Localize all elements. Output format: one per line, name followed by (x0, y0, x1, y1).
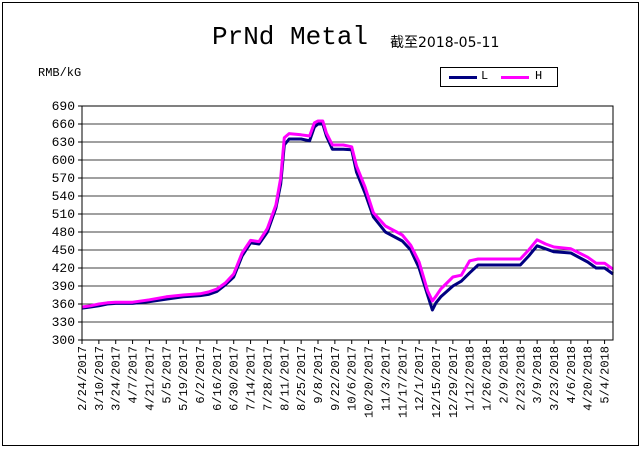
y-tick-label: 540 (52, 189, 75, 204)
x-tick-label: 5/5/2017 (160, 346, 174, 404)
x-tick-label: 8/11/2017 (278, 346, 292, 411)
x-tick-label: 3/24/2017 (110, 346, 124, 411)
x-tick-label: 8/25/2017 (295, 346, 309, 411)
legend-swatch-h (501, 76, 529, 79)
y-tick-label: 300 (52, 333, 75, 348)
x-tick-label: 1/26/2018 (481, 346, 495, 411)
x-tick-label: 9/8/2017 (312, 346, 326, 404)
y-tick-label: 570 (52, 171, 75, 186)
series-line-h (81, 119, 614, 309)
x-tick-label: 3/9/2018 (531, 346, 545, 404)
x-tick-label: 3/23/2018 (548, 346, 562, 411)
y-tick-label: 690 (52, 99, 75, 114)
x-tick-label: 2/23/2018 (514, 346, 528, 411)
x-tick-label: 4/7/2017 (127, 346, 141, 404)
y-axis-label: RMB/kG (38, 66, 82, 80)
x-tick-label: 6/2/2017 (194, 346, 208, 404)
y-tick-label: 420 (52, 261, 75, 276)
y-tick-label: 360 (52, 297, 75, 312)
x-tick-label: 4/6/2018 (565, 346, 579, 404)
y-tick-label: 450 (52, 243, 75, 258)
x-tick-label: 1/12/2018 (464, 346, 478, 411)
y-tick-label: 630 (52, 135, 75, 150)
x-tick-label: 11/3/2017 (379, 346, 393, 411)
y-tick-label: 660 (52, 117, 75, 132)
x-tick-label: 2/9/2018 (497, 346, 511, 404)
x-tick-label: 4/21/2017 (143, 346, 157, 411)
x-tick-label: 6/16/2017 (211, 346, 225, 411)
y-tick-label: 390 (52, 279, 75, 294)
x-tick-label: 2/24/2017 (76, 346, 90, 411)
x-tick-label: 4/20/2018 (582, 346, 596, 411)
x-tick-label: 10/6/2017 (346, 346, 360, 411)
x-tick-label: 9/22/2017 (329, 346, 343, 411)
x-tick-label: 3/10/2017 (93, 346, 107, 411)
x-tick-label: 12/15/2017 (430, 346, 444, 418)
chart-subtitle: 截至2018-05-11 (390, 35, 500, 51)
x-tick-label: 7/14/2017 (245, 346, 259, 411)
x-tick-label: 5/4/2018 (599, 346, 613, 404)
x-tick-label: 6/30/2017 (228, 346, 242, 411)
legend-label-h: H (535, 69, 543, 83)
legend-label-l: L (481, 69, 489, 83)
chart-title: PrNd Metal (212, 22, 369, 52)
x-tick-label: 12/1/2017 (413, 346, 427, 411)
series-line-l (81, 122, 614, 312)
legend: L H (440, 67, 558, 87)
x-tick-label: 12/29/2017 (447, 346, 461, 418)
plot-area (82, 106, 613, 340)
y-tick-label: 510 (52, 207, 75, 222)
x-tick-label: 7/28/2017 (261, 346, 275, 411)
plot-border (81, 105, 614, 341)
y-tick-label: 600 (52, 153, 75, 168)
x-tick-label: 11/17/2017 (396, 346, 410, 418)
legend-swatch-l (449, 76, 477, 79)
x-tick-label: 10/20/2017 (363, 346, 377, 418)
x-tick-label: 5/19/2017 (177, 346, 191, 411)
y-tick-label: 330 (52, 315, 75, 330)
y-tick-label: 480 (52, 225, 75, 240)
